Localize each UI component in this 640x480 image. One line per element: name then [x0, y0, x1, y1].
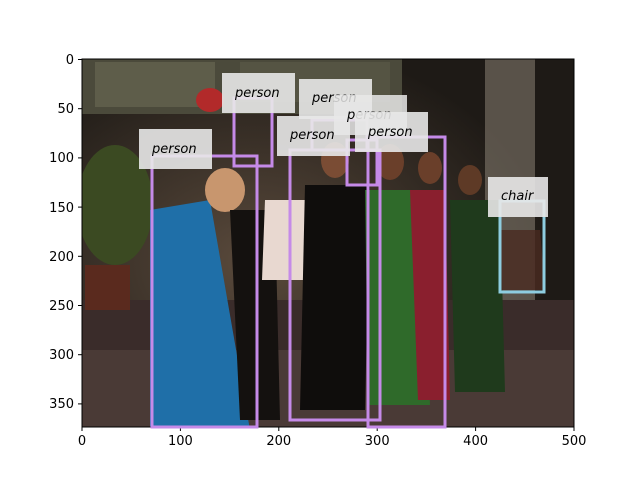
y-tick-label: 150 [49, 201, 74, 216]
x-tick-label: 300 [365, 434, 390, 449]
detections: person person person person person perso… [139, 73, 548, 429]
label-bg [139, 129, 212, 169]
y-tick-label: 200 [49, 250, 74, 265]
x-tick-label: 500 [562, 434, 587, 449]
y-tick-label: 50 [57, 102, 74, 117]
y-tick-label: 250 [49, 299, 74, 314]
x-tick-label: 200 [266, 434, 291, 449]
person-label: person [234, 86, 280, 101]
label-bg [488, 177, 548, 217]
x-tick-label: 0 [78, 434, 86, 449]
y-tick-label: 300 [49, 348, 74, 363]
person-label: person [367, 125, 413, 140]
x-tick-label: 400 [463, 434, 488, 449]
x-tick-label: 100 [168, 434, 193, 449]
label-bg [355, 112, 428, 152]
label-bg [222, 73, 295, 113]
y-tick-label: 0 [66, 53, 74, 68]
y-axis: 0 50 100 150 200 250 300 350 [49, 53, 82, 412]
person-label: person [289, 128, 335, 143]
x-axis: 0 100 200 300 400 500 [78, 427, 587, 449]
plot-frame [81, 58, 575, 428]
y-tick-label: 100 [49, 151, 74, 166]
chair-label: chair [501, 189, 535, 204]
y-tick-label: 350 [49, 397, 74, 412]
person-label: person [151, 142, 197, 157]
